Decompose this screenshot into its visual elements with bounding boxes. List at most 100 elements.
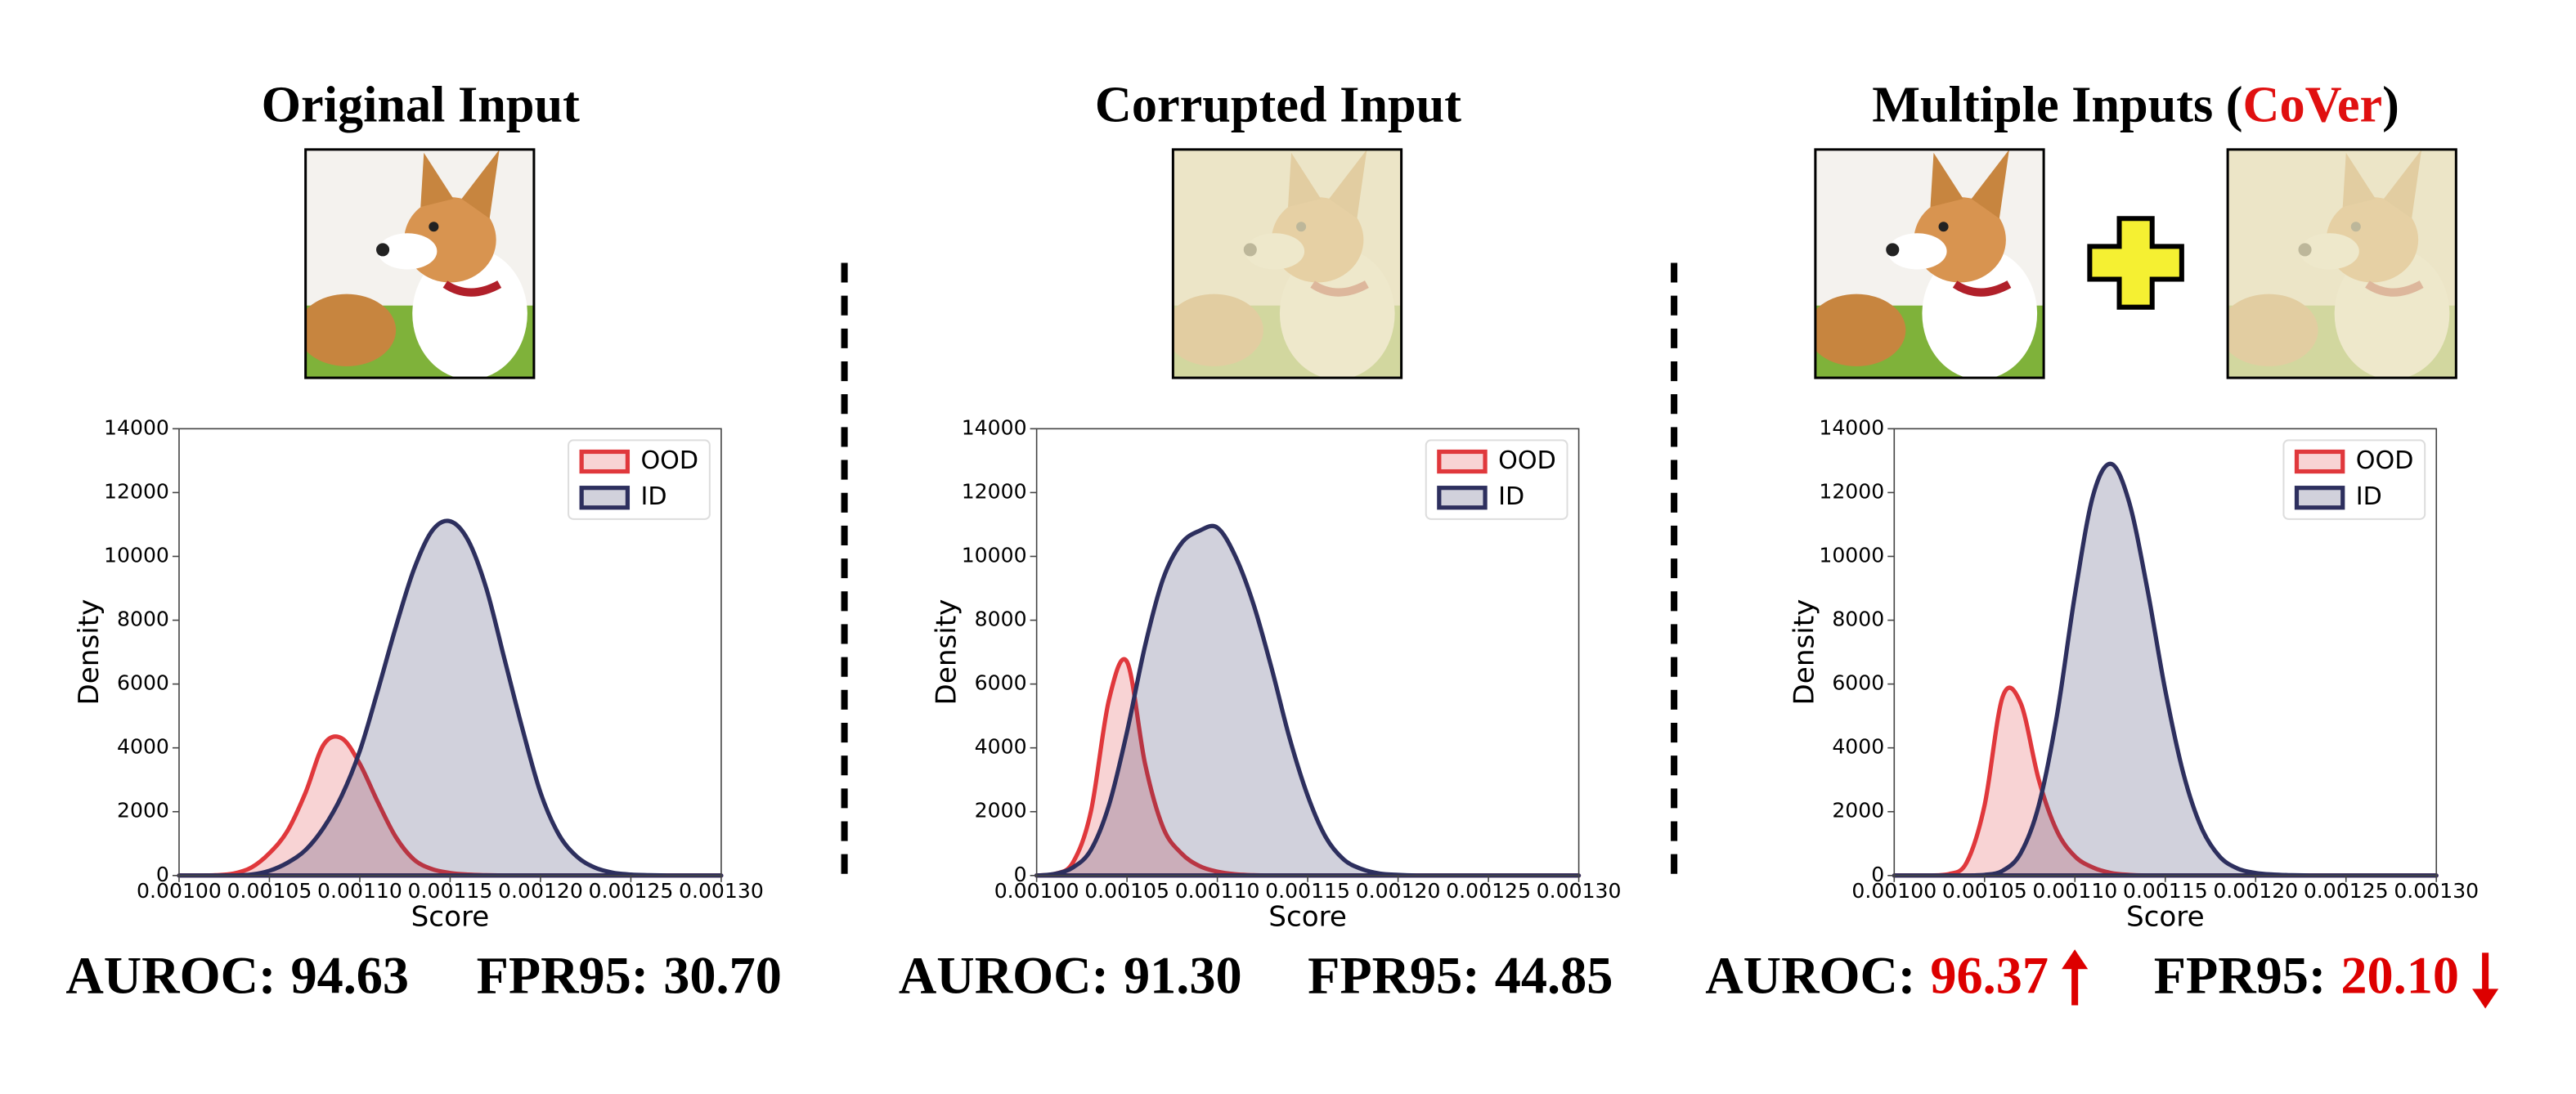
- y-tick-label: 10000: [1819, 543, 1884, 567]
- x-tick-label: 0.00130: [2394, 879, 2479, 903]
- x-tick-label: 0.00120: [2213, 879, 2298, 903]
- x-tick-label: 0.00130: [1537, 879, 1622, 903]
- chart-panel: Multiple Inputs (CoVer) 0 2000 4000 6000 8000…: [1705, 78, 2499, 1009]
- y-tick-label: 10000: [962, 543, 1027, 567]
- y-axis-label: Density: [1788, 599, 1820, 706]
- y-tick-label: 6000: [1832, 671, 1884, 695]
- x-tick-label: 0.00115: [2123, 879, 2208, 903]
- image-frame: [1171, 148, 1403, 379]
- x-tick-label: 0.00125: [2304, 879, 2389, 903]
- metric-value: 44.85: [1495, 946, 1613, 1004]
- y-tick-label: 0: [1871, 863, 1884, 886]
- original-image: [298, 148, 536, 379]
- legend-label: ID: [640, 482, 666, 511]
- x-axis-label: Score: [1268, 901, 1347, 934]
- image-frame: [1814, 148, 2045, 379]
- legend-label: ID: [2356, 482, 2382, 511]
- y-tick-label: 2000: [975, 799, 1027, 823]
- y-tick-label: 6000: [117, 671, 169, 695]
- corruption-overlay: [2228, 149, 2457, 379]
- panel-title: Multiple Inputs (CoVer): [1872, 78, 2399, 133]
- original-image: [1807, 148, 2045, 379]
- y-axis-label: Density: [73, 599, 105, 706]
- legend-label: ID: [1498, 482, 1524, 511]
- panel-title: Corrupted Input: [1095, 78, 1461, 133]
- y-tick-label: 0: [156, 863, 169, 886]
- density-curve: [1892, 461, 2439, 878]
- y-tick-label: 8000: [117, 608, 169, 631]
- metric-label: AUROC:: [65, 946, 276, 1004]
- y-tick-label: 12000: [104, 479, 169, 503]
- metric-label: FPR95:: [2154, 946, 2327, 1004]
- legend-label: OOD: [640, 446, 698, 475]
- chart-panel: Original Input 0 2000 4000 6000 8000 10000 1200…: [65, 78, 782, 1004]
- legend-swatch: [579, 486, 631, 510]
- x-tick-label: 0.00130: [679, 879, 764, 903]
- legend-swatch: [1437, 449, 1488, 474]
- metric-value: 96.37: [1930, 946, 2049, 1004]
- metric: AUROC: 94.63: [65, 946, 409, 1004]
- x-tick-label: 0.00115: [408, 879, 493, 903]
- trend-arrow: [2062, 949, 2089, 1006]
- y-tick-label: 6000: [975, 671, 1027, 695]
- title-segment: Multiple Inputs (: [1872, 78, 2242, 133]
- corruption-overlay: [1173, 149, 1402, 379]
- title-segment: Original Input: [262, 78, 581, 133]
- x-tick-label: 0.00120: [498, 879, 583, 903]
- y-tick-label: 4000: [117, 735, 169, 759]
- chart-panel: Corrupted Input 0 2000 4000 6000 8000 10000 120…: [899, 78, 1622, 1004]
- x-tick-label: 0.00105: [1942, 879, 2027, 903]
- dog-image: [298, 150, 534, 379]
- x-axis-label: Score: [411, 901, 490, 934]
- x-tick-label: 0.00105: [1084, 879, 1169, 903]
- metric: FPR95: 20.10: [2154, 946, 2459, 1004]
- image-frame: [304, 148, 536, 379]
- legend-swatch: [2294, 486, 2345, 510]
- x-axis-label: Score: [2126, 901, 2205, 934]
- y-tick-label: 14000: [104, 415, 169, 439]
- x-tick-label: 0.00120: [1356, 879, 1441, 903]
- x-tick-label: 0.00115: [1265, 879, 1350, 903]
- y-tick-label: 8000: [975, 608, 1027, 631]
- arrow-head: [2472, 989, 2499, 1009]
- y-tick-label: 8000: [1832, 608, 1884, 631]
- image-frame: [2226, 148, 2457, 379]
- y-axis-label: Density: [931, 599, 963, 706]
- title-segment: CoVer: [2243, 78, 2383, 133]
- x-tick-label: 0.00100: [137, 879, 222, 903]
- metric-value: 30.70: [663, 946, 782, 1004]
- panel-title: Original Input: [262, 78, 581, 133]
- legend-label: OOD: [2356, 446, 2414, 475]
- trend-arrow: [2472, 953, 2499, 1009]
- y-tick-label: 2000: [1832, 799, 1884, 823]
- legend-box: [2282, 439, 2426, 520]
- title-segment: ): [2382, 78, 2399, 133]
- y-tick-label: 12000: [962, 479, 1027, 503]
- corrupted-image: [1171, 148, 1403, 379]
- metric: FPR95: 44.85: [1308, 946, 1613, 1004]
- input-images: [298, 148, 2457, 379]
- title-segment: Corrupted Input: [1095, 78, 1461, 133]
- x-tick-label: 0.00110: [2032, 879, 2117, 903]
- metric-label: FPR95:: [477, 946, 649, 1004]
- x-tick-label: 0.00110: [317, 879, 402, 903]
- legend-label: OOD: [1498, 446, 1556, 475]
- legend-swatch: [579, 449, 631, 474]
- x-tick-label: 0.00125: [589, 879, 674, 903]
- metric: AUROC: 91.30: [899, 946, 1242, 1004]
- x-tick-label: 0.00100: [1851, 879, 1936, 903]
- x-tick-label: 0.00125: [1446, 879, 1531, 903]
- legend-swatch: [2294, 449, 2345, 474]
- metric: AUROC: 96.37: [1705, 946, 2049, 1004]
- metric-value: 94.63: [290, 946, 409, 1004]
- y-tick-label: 14000: [962, 415, 1027, 439]
- y-tick-label: 2000: [117, 799, 169, 823]
- y-tick-label: 0: [1014, 863, 1027, 886]
- y-tick-label: 12000: [1819, 479, 1884, 503]
- dog-image: [1807, 150, 2044, 379]
- metric-value: 20.10: [2340, 946, 2459, 1004]
- plus-icon: [2087, 216, 2184, 310]
